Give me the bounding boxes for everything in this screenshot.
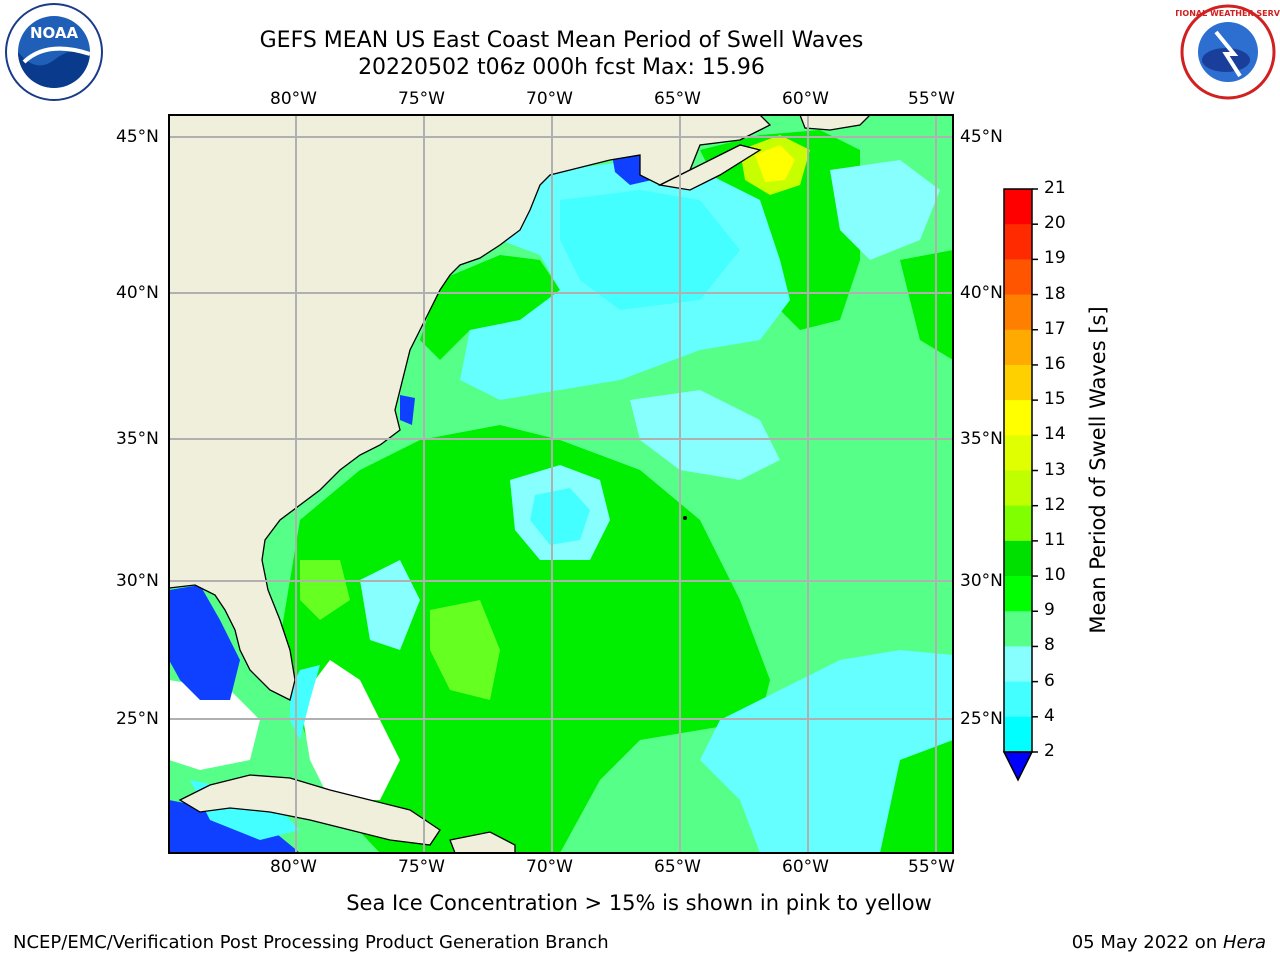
- colorbar-tick-label: 4: [1044, 705, 1055, 726]
- lat-label-right-25n: 25°N: [960, 709, 1003, 729]
- colorbar-segment: [1004, 470, 1032, 507]
- swell-region-cyan-sw: [360, 560, 420, 650]
- chart-title: GEFS MEAN US East Coast Mean Period of S…: [259, 28, 864, 53]
- colorbar-segment: [1004, 681, 1032, 718]
- colorbar-tick-label: 2: [1044, 741, 1055, 761]
- colorbar-segment: [1004, 505, 1032, 542]
- swell-region-cyan-center: [530, 488, 590, 545]
- colorbar-segment: [1004, 576, 1032, 612]
- lat-label-right-35n: 35°N: [960, 429, 1003, 449]
- lat-label-right-40n: 40°N: [960, 283, 1003, 303]
- colorbar: [1002, 188, 1038, 782]
- lat-label-right-30n: 30°N: [960, 571, 1003, 591]
- lon-label-bottom-55w: 55°W: [908, 857, 955, 877]
- colorbar-segment: [1004, 259, 1032, 296]
- footer-date-text: 05 May 2022 on: [1071, 932, 1223, 953]
- colorbar-tick-label: 19: [1044, 248, 1066, 269]
- swell-region-cyan-northeast: [560, 190, 740, 310]
- colorbar-segment: [1004, 400, 1032, 436]
- lon-label-bottom-70w: 70°W: [526, 857, 573, 877]
- colorbar-segment: [1004, 540, 1032, 577]
- colorbar-segment: [1004, 611, 1032, 647]
- lon-label-bottom-75w: 75°W: [398, 857, 445, 877]
- gulf-blue: [169, 585, 240, 700]
- lat-label-left-40n: 40°N: [116, 283, 159, 303]
- colorbar-tick-label: 13: [1044, 459, 1066, 480]
- colorbar-tick-label: 12: [1044, 494, 1066, 515]
- colorbar-segment: [1004, 189, 1032, 225]
- colorbar-segment: [1004, 294, 1032, 331]
- colorbar-segment: [1004, 646, 1032, 683]
- lon-label-top-65w: 65°W: [654, 89, 701, 109]
- swell-region-green: [280, 425, 770, 853]
- swell-region-lime-west: [300, 560, 350, 620]
- bahamas-white: [300, 660, 400, 800]
- swell-region-cyan-central: [630, 390, 780, 480]
- colorbar-segment: [1004, 224, 1032, 260]
- colorbar-tick-label: 21: [1044, 178, 1066, 198]
- nws-logo-text: NATIONAL WEATHER SERVICE: [1176, 9, 1280, 18]
- swell-region-yellow-core: [755, 145, 795, 182]
- colorbar-tick-label: 8: [1044, 635, 1055, 656]
- gulf-white: [169, 680, 260, 770]
- lon-label-bottom-80w: 80°W: [270, 857, 317, 877]
- footer-host: Hera: [1222, 932, 1266, 953]
- lat-label-left-35n: 35°N: [116, 429, 159, 449]
- bermuda: [683, 516, 687, 520]
- lat-label-left-30n: 30°N: [116, 571, 159, 591]
- map-frame: [168, 114, 954, 854]
- colorbar-tick-label: 11: [1044, 529, 1066, 550]
- colorbar-tick-label: 10: [1044, 565, 1066, 586]
- footer-credit: NCEP/EMC/Verification Post Processing Pr…: [13, 932, 609, 953]
- footer-date: 05 May 2022 on Hera: [1072, 932, 1266, 953]
- lat-label-right-45n: 45°N: [960, 127, 1003, 147]
- swell-region-green-east: [900, 250, 953, 360]
- coastal-blue-hatteras: [400, 395, 415, 425]
- newfoundland-landmass: [799, 115, 871, 131]
- lon-label-top-75w: 75°W: [398, 89, 445, 109]
- colorbar-tick-label: 20: [1044, 213, 1066, 234]
- lon-label-top-70w: 70°W: [526, 89, 573, 109]
- colorbar-tick-label: 16: [1044, 353, 1066, 374]
- lon-label-bottom-60w: 60°W: [782, 857, 829, 877]
- lat-label-left-25n: 25°N: [116, 709, 159, 729]
- colorbar-tick-label: 18: [1044, 283, 1066, 304]
- colorbar-segment: [1004, 435, 1032, 471]
- colorbar-tick-label: 6: [1044, 670, 1055, 691]
- us-landmass: [169, 115, 772, 701]
- colorbar-extend-arrow: [1002, 751, 1034, 782]
- colorbar-segment: [1004, 329, 1032, 366]
- colorbar-segment: [1004, 364, 1032, 401]
- colorbar-label: Mean Period of Swell Waves [s]: [1086, 306, 1110, 634]
- sea-ice-note: Sea Ice Concentration > 15% is shown in …: [346, 891, 932, 915]
- swell-region-lime: [430, 600, 500, 700]
- noaa-logo: NOAA: [5, 3, 103, 101]
- bahamas-cyan: [290, 665, 320, 740]
- colorbar-tick-label: 14: [1044, 424, 1066, 445]
- lon-label-top-55w: 55°W: [908, 89, 955, 109]
- lon-label-top-60w: 60°W: [782, 89, 829, 109]
- colorbar-tick-label: 9: [1044, 600, 1055, 621]
- noaa-logo-text: NOAA: [30, 24, 79, 42]
- nova-scotia-landmass: [657, 144, 762, 191]
- swell-region-cyan-east: [830, 160, 940, 260]
- lat-label-left-45n: 45°N: [116, 127, 159, 147]
- nws-logo: NATIONAL WEATHER SERVICE: [1176, 4, 1280, 100]
- map-area: [169, 115, 953, 853]
- cuba-landmass: [178, 774, 441, 846]
- lon-label-top-80w: 80°W: [270, 89, 317, 109]
- swell-region-green-north: [420, 255, 560, 360]
- lon-label-bottom-65w: 65°W: [654, 857, 701, 877]
- colorbar-tick-label: 17: [1044, 318, 1066, 339]
- colorbar-tick-label: 15: [1044, 389, 1066, 410]
- hispaniola-landmass: [449, 831, 516, 853]
- gridlines: [169, 115, 953, 853]
- chart-subtitle: 20220502 t06z 000h fcst Max: 15.96: [358, 55, 765, 80]
- swell-region-cyan-southeast: [700, 650, 953, 853]
- swell-region-green-ne: [700, 130, 860, 330]
- colorbar-segment: [1004, 716, 1032, 753]
